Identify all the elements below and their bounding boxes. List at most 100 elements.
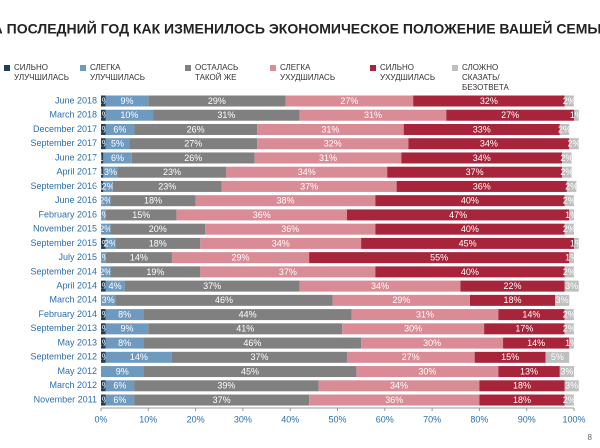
bar-segment bbox=[566, 180, 577, 192]
value-label: 31% bbox=[416, 309, 434, 319]
bar-segment bbox=[375, 266, 565, 278]
value-label: 8% bbox=[118, 338, 131, 348]
bar-segment bbox=[562, 152, 572, 164]
bar-segment bbox=[101, 152, 104, 164]
value-label: 10% bbox=[120, 110, 138, 120]
value-label: 6% bbox=[111, 153, 124, 163]
value-label: 1% bbox=[570, 238, 583, 248]
bar-segment bbox=[299, 109, 447, 121]
value-label: 2% bbox=[99, 196, 112, 206]
legend-label: ОСТАЛАСЬ ТАКОЙ ЖЕ bbox=[195, 63, 239, 82]
value-label: 46% bbox=[215, 295, 233, 305]
value-label: 14% bbox=[522, 309, 540, 319]
value-label: 1% bbox=[97, 338, 110, 348]
bar-segment bbox=[221, 180, 397, 192]
bar-segment bbox=[143, 337, 362, 349]
bar-segment bbox=[129, 138, 258, 150]
legend-label: СЛЕГКА УЛУЧШИЛАСЬ bbox=[90, 63, 145, 82]
value-label: 27% bbox=[402, 352, 420, 362]
value-label: 6% bbox=[113, 395, 126, 405]
value-label: 1% bbox=[97, 253, 110, 263]
value-label: 18% bbox=[504, 295, 522, 305]
x-tick-label: 80% bbox=[470, 414, 488, 424]
bar-segment bbox=[105, 380, 135, 392]
value-label: 40% bbox=[461, 267, 479, 277]
value-label: 33% bbox=[473, 124, 491, 134]
bar-segment bbox=[131, 152, 255, 164]
y-tick-label: February 2016 bbox=[38, 209, 97, 219]
value-label: 29% bbox=[392, 295, 410, 305]
value-label: 37% bbox=[203, 281, 221, 291]
bar-segment bbox=[101, 138, 106, 150]
bar-segment bbox=[110, 223, 206, 235]
chart-title: ЗА ПОСЛЕДНИЙ ГОД КАК ИЗМЕНИЛОСЬ ЭКОНОМИЧ… bbox=[0, 20, 600, 37]
value-label: 1% bbox=[97, 238, 110, 248]
legend-swatch bbox=[185, 65, 191, 71]
bar-segment bbox=[569, 138, 579, 150]
bar-segment bbox=[408, 138, 570, 150]
bar-segment bbox=[503, 337, 570, 349]
value-label: 26% bbox=[184, 153, 202, 163]
value-label: 27% bbox=[184, 139, 202, 149]
bar-segment bbox=[375, 195, 565, 207]
legend-swatch bbox=[80, 65, 86, 71]
bar-segment bbox=[200, 237, 362, 249]
value-label: 34% bbox=[473, 153, 491, 163]
y-tick-label: May 2013 bbox=[57, 337, 97, 347]
value-label: 30% bbox=[423, 338, 441, 348]
bar-segment bbox=[356, 366, 499, 378]
bar-segment bbox=[564, 223, 574, 235]
bar-segment bbox=[110, 266, 201, 278]
y-tick-label: March 2018 bbox=[49, 110, 97, 120]
x-tick-label: 50% bbox=[328, 414, 346, 424]
bar-segment bbox=[559, 366, 574, 378]
value-label: 5% bbox=[551, 352, 564, 362]
page-number: 8 bbox=[588, 433, 593, 442]
value-label: 15% bbox=[132, 210, 150, 220]
value-label: 1% bbox=[97, 281, 110, 291]
bar-segment bbox=[285, 95, 414, 107]
bar-segment bbox=[105, 138, 130, 150]
legend-item: ОСТАЛАСЬ ТАКОЙ ЖЕ bbox=[185, 63, 255, 83]
value-label: 2% bbox=[560, 153, 573, 163]
value-label: 4% bbox=[109, 281, 122, 291]
value-label: 46% bbox=[243, 338, 261, 348]
value-label: 1% bbox=[97, 309, 110, 319]
value-label: 1% bbox=[565, 253, 578, 263]
y-tick-label: September 2013 bbox=[30, 323, 97, 333]
bar-segment bbox=[564, 309, 574, 321]
value-label: 1% bbox=[97, 352, 110, 362]
bar-segment bbox=[101, 252, 106, 264]
value-label: 37% bbox=[300, 181, 318, 191]
y-tick-label: November 2011 bbox=[34, 394, 97, 404]
bar-segment bbox=[346, 351, 475, 363]
value-label: 3% bbox=[565, 281, 578, 291]
bar-segment bbox=[101, 309, 106, 321]
y-tick-label: May 2012 bbox=[57, 366, 97, 376]
bar-segment bbox=[342, 323, 485, 335]
bar-segment bbox=[105, 351, 172, 363]
y-tick-label: April 2017 bbox=[56, 167, 97, 177]
legend-swatch bbox=[270, 65, 276, 71]
bar-segment bbox=[105, 309, 144, 321]
value-label: 2% bbox=[99, 267, 112, 277]
legend-label: СИЛЬНО УЛУЧШИЛАСЬ bbox=[14, 63, 69, 82]
y-tick-label: December 2017 bbox=[33, 124, 97, 134]
bar-segment bbox=[460, 280, 565, 292]
legend-item: СИЛЬНО УХУДШИЛАСЬ bbox=[370, 63, 440, 83]
bar-segment bbox=[257, 123, 404, 135]
value-label: 1% bbox=[97, 381, 110, 391]
value-label: 2% bbox=[563, 395, 576, 405]
bar-segment bbox=[559, 123, 570, 135]
value-label: 3% bbox=[102, 295, 115, 305]
bar-segment bbox=[101, 109, 106, 121]
bar-segment bbox=[101, 95, 106, 107]
y-tick-label: September 2017 bbox=[30, 138, 97, 148]
bar-segment bbox=[401, 152, 563, 164]
x-tick-label: 60% bbox=[376, 414, 394, 424]
value-label: 2% bbox=[567, 139, 580, 149]
legend-label: СЛОЖНО СКАЗАТЬ/ БЕЗОТВЕТА bbox=[462, 63, 509, 92]
value-label: 13% bbox=[520, 366, 538, 376]
value-label: 20% bbox=[149, 224, 167, 234]
